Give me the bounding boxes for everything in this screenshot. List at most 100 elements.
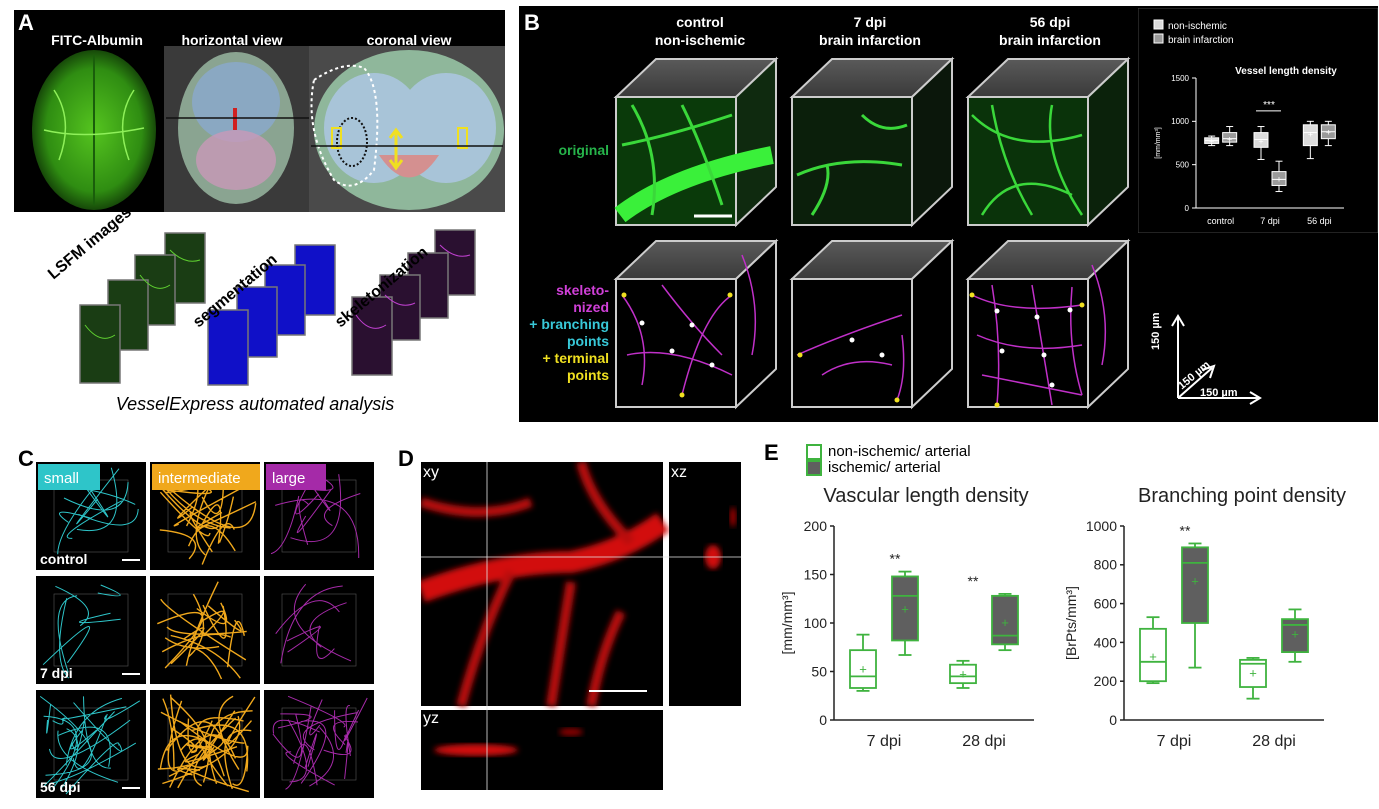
panel-a-title-3: coronal view — [366, 32, 452, 48]
mean-marker: + — [959, 666, 967, 681]
column-label-bg — [38, 464, 100, 490]
y-tick-label: 0 — [1185, 204, 1190, 213]
mean-marker: + — [1001, 615, 1009, 630]
mean-marker: + — [1227, 135, 1232, 145]
mean-marker: + — [1291, 627, 1299, 642]
y-axis-label: [mm/mm³] — [1155, 127, 1162, 159]
y-tick-label: 1500 — [1171, 74, 1189, 83]
box — [949, 663, 977, 685]
box — [1181, 546, 1209, 624]
significance-marker: ** — [968, 573, 979, 589]
legend-item-non-ischemic: non-ischemic/ arterial — [806, 444, 971, 460]
legend-label-non-ischemic: non-ischemic — [1168, 21, 1227, 32]
column-label-bg — [266, 464, 326, 490]
y-tick-label: 0 — [819, 712, 827, 728]
panel-e-legend: non-ischemic/ arterial ischemic/ arteria… — [806, 444, 971, 476]
panel-b-col-title-2b: brain infarction — [819, 32, 921, 48]
panel-a-brain-images — [32, 46, 505, 212]
panel-a-pipeline-stacks — [79, 229, 476, 386]
scale-label-z: 150 µm — [1150, 312, 1162, 350]
panel-a-title-1: FITC-Albumin — [51, 32, 143, 48]
vessel-traces — [39, 695, 141, 795]
chart-title: Vascular length density — [823, 485, 1028, 507]
legend-swatch-non-ischemic — [1153, 19, 1164, 30]
scale-axes — [1171, 314, 1262, 405]
chart-title: Vessel length density — [1235, 66, 1337, 77]
cube-7dpi-skeleton — [789, 238, 955, 410]
legend-label-brain-infarction: brain infarction — [1168, 35, 1234, 46]
x-tick-label: control — [1207, 216, 1234, 226]
x-tick-label: 7 dpi — [1260, 216, 1280, 226]
legend-label-non-ischemic: non-ischemic/ arterial — [828, 443, 971, 460]
panel-d-letter: D — [398, 446, 414, 471]
cube-control-skeleton — [613, 238, 779, 410]
y-tick-label: 150 — [804, 566, 828, 582]
skel-line-5: + terminal — [542, 350, 609, 366]
y-tick-label: 200 — [1094, 673, 1118, 689]
panel-a-caption: VesselExpress automated analysis — [115, 394, 395, 414]
y-tick-label: 200 — [804, 518, 828, 534]
vessel-traces — [157, 694, 256, 793]
row-label: 7 dpi — [40, 665, 73, 681]
skel-line-4: points — [567, 333, 609, 349]
box — [891, 575, 919, 642]
row-label: 56 dpi — [40, 779, 80, 795]
panel-a: A FITC-Albumin horizontal view coronal v… — [14, 10, 505, 212]
lsfm-stack — [79, 232, 206, 384]
panel-b-col-title-3b: brain infarction — [999, 32, 1101, 48]
scale-label-x: 150 µm — [1200, 387, 1238, 399]
panel-c-letter: C — [18, 446, 34, 471]
y-axis-label: [BrPts/mm³] — [1064, 586, 1079, 660]
vascular-length-density-chart: Vascular length density 0 50 100 150 200 [mm/m… — [779, 485, 1034, 750]
chart-background — [1138, 8, 1378, 233]
significance-marker: *** — [1263, 100, 1275, 111]
y-tick-label: 100 — [804, 615, 828, 631]
legend-swatch-filled — [806, 460, 822, 476]
vessel-traces — [57, 467, 139, 555]
row-label-skeleton: skeleto- nized + branching points + term… — [521, 282, 609, 384]
cube-control-original — [613, 56, 779, 228]
box — [1139, 627, 1167, 683]
box — [849, 649, 877, 689]
y-tick-label: 1000 — [1171, 117, 1189, 126]
x-tick-label: 28 dpi — [1252, 733, 1296, 750]
mean-marker: + — [1209, 136, 1214, 146]
chart-title: Branching point density — [1138, 485, 1346, 507]
cube-56dpi-original — [965, 56, 1131, 228]
mean-marker: + — [1258, 136, 1263, 146]
cube-56dpi-skeleton — [965, 238, 1131, 410]
panel-a-title-2: horizontal view — [181, 32, 283, 48]
cube-7dpi-original — [789, 56, 955, 228]
row-label: control — [40, 551, 87, 567]
vessel-traces — [270, 469, 361, 559]
column-label: large — [272, 470, 305, 487]
y-tick-label: 500 — [1176, 160, 1190, 169]
panel-c-tile-frame — [167, 707, 243, 781]
panel-b-cubes — [613, 56, 1131, 410]
panel-b-col-title-3a: 56 dpi — [1029, 14, 1071, 30]
panel-b-col-title-1a: control — [676, 14, 724, 30]
skel-line-6: points — [567, 367, 609, 383]
panel-b-col-title-2a: 7 dpi — [853, 14, 887, 30]
skeletonization-stack — [351, 229, 476, 376]
skel-line-2: nized — [573, 299, 609, 315]
panel-a-letter: A — [18, 10, 34, 35]
row-label-original: original — [558, 142, 609, 158]
legend-swatch-open — [806, 444, 822, 460]
mean-marker: + — [1308, 129, 1313, 139]
box — [1271, 171, 1287, 186]
column-label-bg — [152, 464, 260, 490]
mean-marker: + — [1191, 573, 1199, 588]
vessel-traces — [275, 583, 352, 664]
column-label: small — [44, 470, 79, 487]
significance-marker: ** — [890, 551, 901, 567]
view-label-xy: xy — [423, 464, 439, 481]
legend-item-ischemic: ischemic/ arterial — [806, 460, 971, 476]
mean-marker: + — [1149, 649, 1157, 664]
vessel-traces — [42, 584, 121, 679]
view-label-yz: yz — [423, 710, 439, 727]
panel-e-letter: E — [764, 440, 779, 465]
branching-point-density-chart: Branching point density 0 200 400 600 800 1000… — [1064, 485, 1346, 750]
y-axis-label: [mm/mm³] — [779, 592, 795, 655]
mean-marker: + — [859, 662, 867, 677]
